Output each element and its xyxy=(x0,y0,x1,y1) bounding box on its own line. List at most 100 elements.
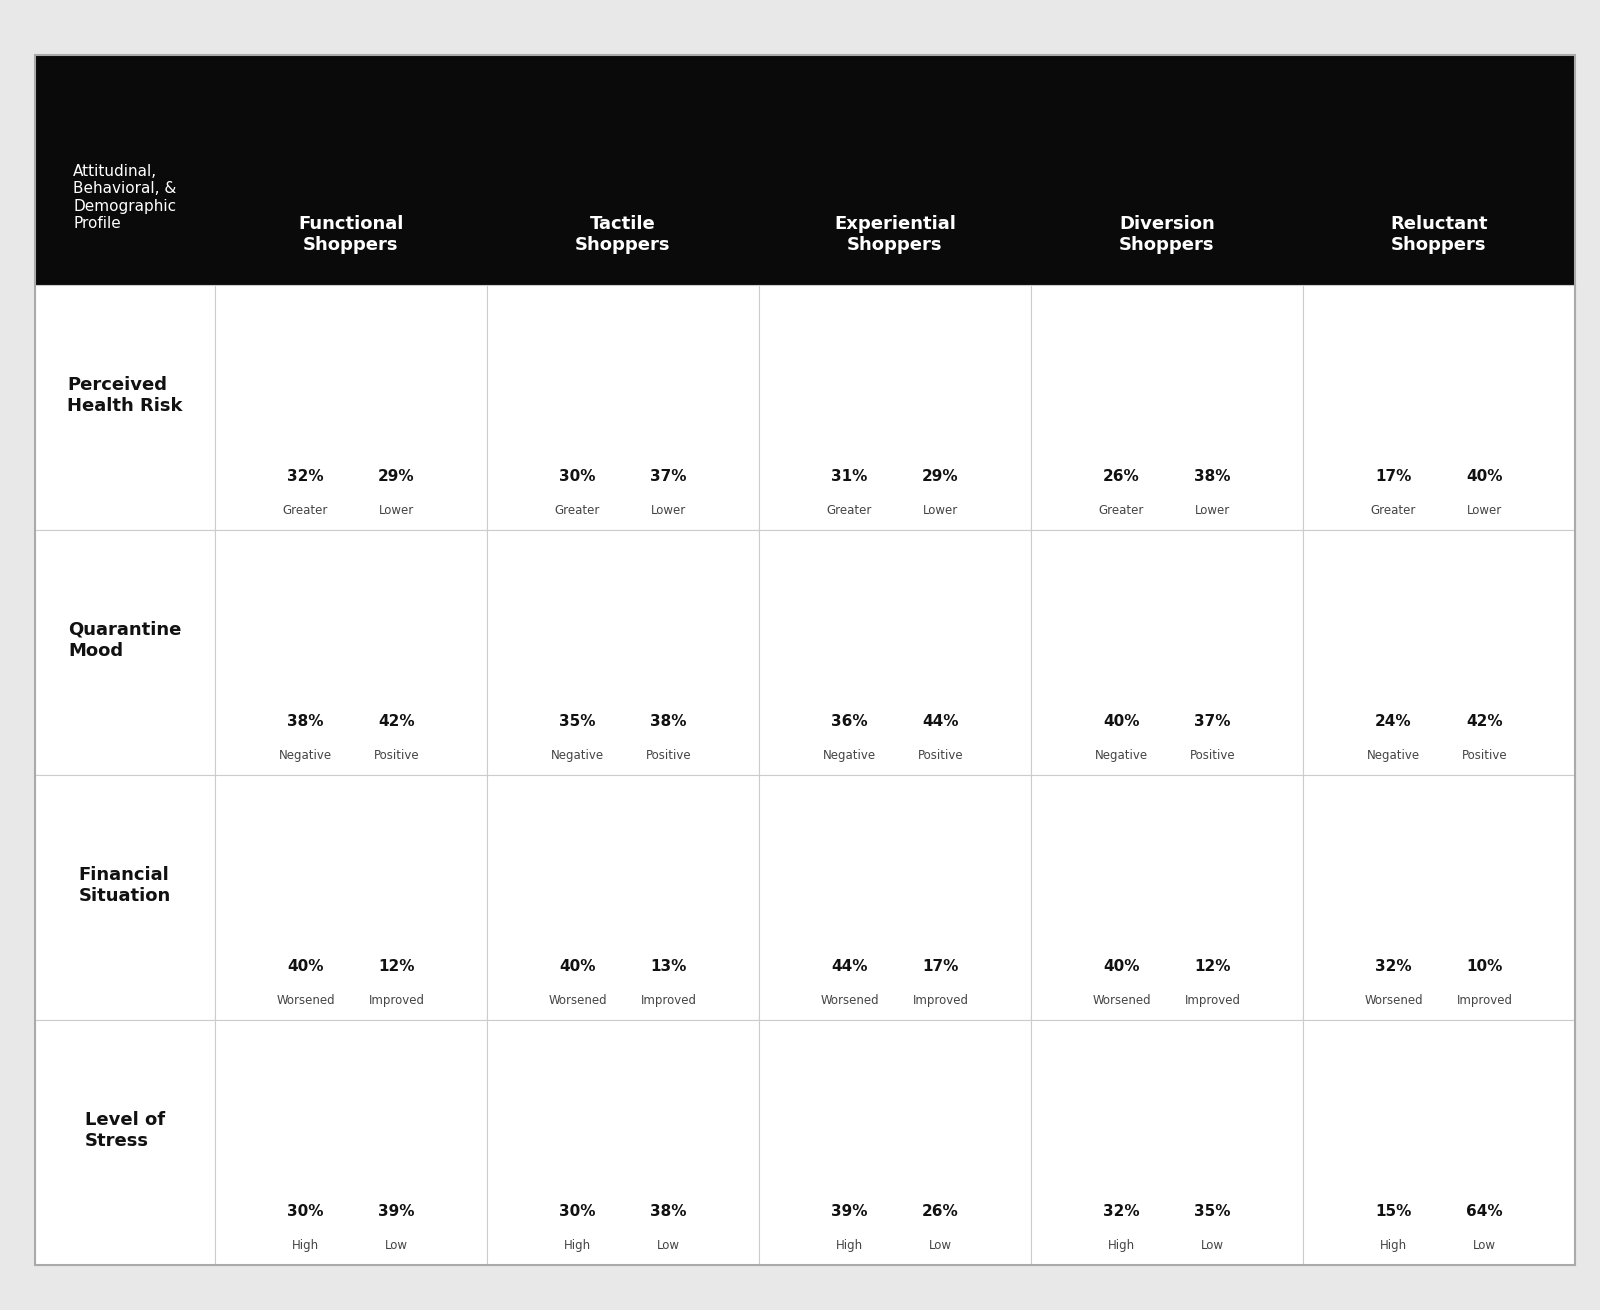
Text: Greater: Greater xyxy=(283,504,328,517)
Bar xyxy=(368,605,426,697)
Text: Low: Low xyxy=(930,1239,952,1252)
Bar xyxy=(640,371,698,452)
Bar xyxy=(549,855,606,942)
Text: Lower: Lower xyxy=(1467,504,1502,517)
Text: Negative: Negative xyxy=(1366,749,1421,762)
Text: 31%: 31% xyxy=(832,469,867,483)
Bar xyxy=(1456,605,1514,697)
Text: Worsened: Worsened xyxy=(1093,994,1150,1007)
Bar xyxy=(1093,396,1150,452)
Bar xyxy=(368,916,426,942)
Bar xyxy=(277,1121,334,1187)
Bar xyxy=(277,614,334,697)
Text: 26%: 26% xyxy=(922,1204,958,1218)
Text: Quarantine
Mood: Quarantine Mood xyxy=(69,621,182,660)
Text: Negative: Negative xyxy=(1094,749,1149,762)
Text: Improved: Improved xyxy=(1456,994,1512,1007)
Text: Financial
Situation: Financial Situation xyxy=(78,866,171,905)
Text: Worsened: Worsened xyxy=(821,994,878,1007)
Text: 39%: 39% xyxy=(378,1204,414,1218)
Bar xyxy=(640,1104,698,1187)
Text: 24%: 24% xyxy=(1376,714,1411,728)
Bar xyxy=(912,601,970,697)
Bar xyxy=(1456,920,1514,942)
Text: 15%: 15% xyxy=(1376,1204,1411,1218)
Text: 64%: 64% xyxy=(1466,1204,1502,1218)
Text: Improved: Improved xyxy=(368,994,424,1007)
Text: High: High xyxy=(1107,1239,1134,1252)
Text: 42%: 42% xyxy=(378,714,414,728)
Bar xyxy=(1184,616,1242,697)
Text: High: High xyxy=(563,1239,590,1252)
Text: Lower: Lower xyxy=(651,504,686,517)
Text: Worsened: Worsened xyxy=(277,994,334,1007)
Bar xyxy=(1184,1111,1242,1187)
Bar xyxy=(912,389,970,452)
Text: 17%: 17% xyxy=(922,959,958,973)
Text: 40%: 40% xyxy=(288,959,323,973)
Text: Improved: Improved xyxy=(912,994,968,1007)
Text: Low: Low xyxy=(386,1239,408,1252)
Text: 30%: 30% xyxy=(560,1204,595,1218)
Bar xyxy=(1093,1117,1150,1187)
Text: Positive: Positive xyxy=(374,749,419,762)
Text: Diversion
Shoppers: Diversion Shoppers xyxy=(1118,215,1214,254)
Bar xyxy=(640,614,698,697)
Text: Low: Low xyxy=(1474,1239,1496,1252)
Bar xyxy=(821,1102,878,1187)
Text: 30%: 30% xyxy=(560,469,595,483)
Bar xyxy=(549,386,606,452)
Text: 12%: 12% xyxy=(1194,959,1230,973)
Text: 17%: 17% xyxy=(1376,469,1411,483)
Text: Negative: Negative xyxy=(822,749,877,762)
Bar xyxy=(821,618,878,697)
Text: High: High xyxy=(1379,1239,1406,1252)
Bar xyxy=(1456,364,1514,452)
Bar xyxy=(1184,369,1242,452)
Text: 26%: 26% xyxy=(1102,469,1139,483)
Text: Experiential
Shoppers: Experiential Shoppers xyxy=(834,215,955,254)
Text: 32%: 32% xyxy=(288,469,323,483)
Text: High: High xyxy=(835,1239,862,1252)
Text: Negative: Negative xyxy=(550,749,605,762)
Text: 35%: 35% xyxy=(560,714,595,728)
Text: 37%: 37% xyxy=(650,469,686,483)
Text: Perceived
Health Risk: Perceived Health Risk xyxy=(67,376,182,415)
Text: Improved: Improved xyxy=(640,994,696,1007)
Text: Functional
Shoppers: Functional Shoppers xyxy=(298,215,403,254)
Text: Low: Low xyxy=(1202,1239,1224,1252)
Text: 29%: 29% xyxy=(378,469,414,483)
Text: 44%: 44% xyxy=(832,959,867,973)
Bar xyxy=(640,913,698,942)
Text: 32%: 32% xyxy=(1376,959,1411,973)
Text: 12%: 12% xyxy=(378,959,414,973)
Bar xyxy=(368,389,426,452)
Text: 10%: 10% xyxy=(1466,959,1502,973)
Text: 40%: 40% xyxy=(1104,959,1139,973)
Text: 37%: 37% xyxy=(1194,714,1230,728)
Text: 35%: 35% xyxy=(1194,1204,1230,1218)
Bar xyxy=(1365,872,1422,942)
Bar xyxy=(277,855,334,942)
Text: Worsened: Worsened xyxy=(549,994,606,1007)
Text: Reluctant
Shoppers: Reluctant Shoppers xyxy=(1390,215,1488,254)
Bar xyxy=(1093,609,1150,697)
Text: Negative: Negative xyxy=(278,749,333,762)
Bar xyxy=(1184,916,1242,942)
Bar xyxy=(821,384,878,452)
Text: 38%: 38% xyxy=(650,1204,686,1218)
Bar xyxy=(1456,1048,1514,1187)
Text: Improved: Improved xyxy=(1184,994,1240,1007)
Bar xyxy=(368,1102,426,1187)
Text: 38%: 38% xyxy=(1194,469,1230,483)
Text: Level of
Stress: Level of Stress xyxy=(85,1111,165,1150)
Text: Positive: Positive xyxy=(646,749,691,762)
Bar xyxy=(1365,1154,1422,1187)
Text: 13%: 13% xyxy=(650,959,686,973)
Text: Tactile
Shoppers: Tactile Shoppers xyxy=(576,215,670,254)
Text: Greater: Greater xyxy=(1099,504,1144,517)
Text: 39%: 39% xyxy=(832,1204,867,1218)
Bar xyxy=(912,1131,970,1187)
Text: Positive: Positive xyxy=(1190,749,1235,762)
Text: 38%: 38% xyxy=(650,714,686,728)
